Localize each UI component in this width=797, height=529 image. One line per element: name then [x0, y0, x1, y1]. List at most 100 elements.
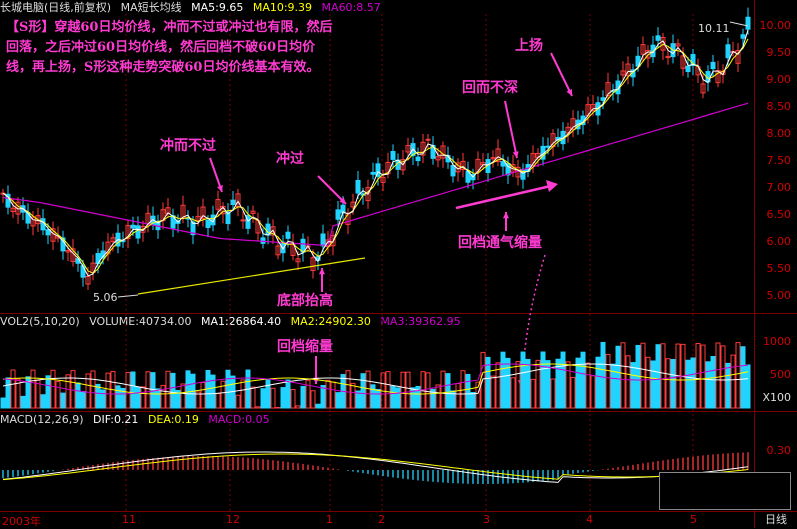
- volume-bar: [516, 362, 520, 408]
- high-pointer: [730, 22, 748, 26]
- volume-bar: [31, 370, 35, 408]
- volume-bar: [61, 393, 65, 408]
- volume-bar: [616, 346, 620, 408]
- volume-bar: [266, 380, 270, 408]
- volume-bar: [296, 406, 300, 408]
- volume-bar: [736, 343, 740, 408]
- volume-bar: [651, 361, 655, 408]
- month-label: 3: [483, 513, 490, 526]
- volume-bar: [316, 404, 320, 408]
- volume-bar: [606, 354, 610, 408]
- period-label[interactable]: 日线: [754, 512, 797, 528]
- volume-bar: [136, 387, 140, 408]
- volume-bar: [41, 395, 45, 408]
- volume-bar: [281, 388, 285, 408]
- tick-7-00: 7.00: [767, 181, 792, 194]
- price-candle: [416, 157, 420, 160]
- price-candle: [656, 36, 660, 40]
- s-pattern-note: 【S形】穿越60日均价线，冲而不过或冲过也有限，然后回落，之后冲过60日均价线，…: [6, 18, 336, 78]
- info-box: [659, 472, 791, 510]
- volume-bar: [746, 365, 750, 408]
- price-candle: [391, 151, 395, 159]
- tick-5-50: 5.50: [767, 262, 792, 275]
- volume-bar: [656, 345, 660, 408]
- price-candle: [336, 210, 340, 219]
- support-trendline: [138, 258, 365, 294]
- tick-9-00: 9.00: [767, 73, 792, 86]
- price-candle: [286, 232, 290, 238]
- annotation-arrow: [551, 53, 572, 96]
- volume-bar: [96, 384, 100, 408]
- price-candle: [131, 225, 135, 228]
- volume-bar: [51, 370, 55, 408]
- vol-multiplier: X100: [762, 391, 791, 404]
- volume-bar: [741, 347, 745, 408]
- volume-bar: [6, 378, 10, 408]
- price-candle: [231, 200, 235, 204]
- volume-bar: [466, 374, 470, 408]
- volume-bar: [151, 373, 155, 408]
- volume-bar: [631, 363, 635, 408]
- annotation-arrowhead: [319, 268, 325, 274]
- volume-bar: [236, 395, 240, 408]
- low-price-label: 5.06: [93, 291, 118, 304]
- dea-line: [3, 454, 748, 480]
- volume-bar: [221, 381, 225, 408]
- volume-bar: [76, 383, 80, 408]
- month-label: 1: [326, 513, 333, 526]
- volume-bar: [471, 392, 475, 408]
- volume-bar: [551, 379, 555, 408]
- volume-bar: [696, 343, 700, 408]
- tick-5-00: 5.00: [767, 289, 792, 302]
- volume-bar: [586, 363, 590, 408]
- volume-bar: [666, 359, 670, 408]
- date-axis: 2003年 11 12 1 2 3 4 5: [0, 511, 797, 528]
- volume-bar: [506, 358, 510, 408]
- volume-bar: [711, 357, 715, 408]
- volume-bar: [446, 374, 450, 408]
- price-candle: [371, 172, 375, 174]
- price-candle: [356, 180, 360, 193]
- volume-bar: [156, 389, 160, 408]
- volume-bar: [671, 359, 675, 408]
- volume-bar: [566, 362, 570, 408]
- volume-bar: [641, 343, 645, 408]
- volume-bar: [126, 372, 130, 408]
- volume-bar: [396, 388, 400, 408]
- volume-bar: [271, 388, 275, 408]
- volume-bar: [436, 385, 440, 408]
- price-candle: [746, 17, 750, 29]
- annotation-arrow: [505, 101, 517, 158]
- volume-bar: [256, 407, 260, 408]
- volume-bar: [346, 371, 350, 408]
- volume-bar: [626, 356, 630, 408]
- volume-bar: [181, 384, 185, 408]
- volume-bar: [571, 377, 575, 408]
- volume-bar: [91, 371, 95, 408]
- volume-bar: [361, 374, 365, 408]
- high-price-label: 10.11: [698, 22, 730, 35]
- volume-bar: [441, 371, 445, 408]
- volume-bar: [321, 385, 325, 408]
- price-axis: 10.00 9.50 9.00 8.50 8.00 7.50 7.00 6.50…: [754, 0, 797, 512]
- volume-bar: [401, 372, 405, 408]
- tick-macd-0-30: 0.30: [767, 444, 792, 457]
- volume-bar: [726, 363, 730, 408]
- annotation-arrowhead: [503, 212, 509, 218]
- price-candle: [741, 35, 745, 38]
- tick-8-50: 8.50: [767, 100, 792, 113]
- volume-bar: [526, 359, 530, 408]
- price-candle: [321, 234, 325, 246]
- volume-bar: [306, 380, 310, 408]
- price-candle: [426, 139, 430, 140]
- volume-bar: [261, 389, 265, 408]
- volume-bar: [201, 383, 205, 408]
- volume-bar: [1, 398, 5, 408]
- tick-7-50: 7.50: [767, 154, 792, 167]
- volume-bar: [376, 389, 380, 408]
- volume-bar: [621, 343, 625, 408]
- volume-bar: [371, 385, 375, 408]
- volume-bar: [701, 345, 705, 408]
- month-label: 5: [690, 513, 697, 526]
